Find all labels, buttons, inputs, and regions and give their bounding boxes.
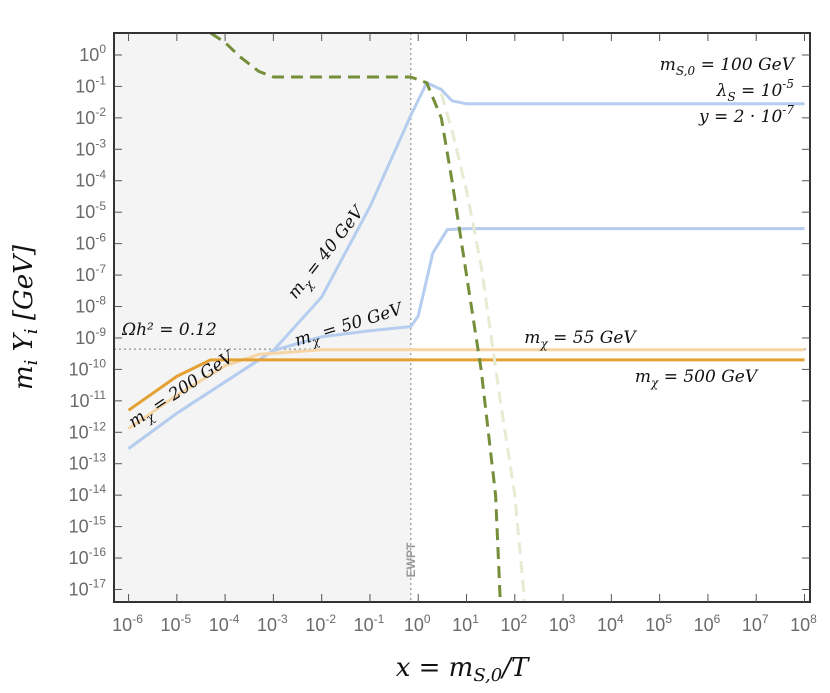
plot-frame <box>113 32 811 603</box>
y-tick-label: 10-4 <box>75 168 106 191</box>
x-axis-title: x = mS,0/T <box>396 653 530 686</box>
x-tick-label: 108 <box>790 612 817 635</box>
parameter-label-1: mS,0 = 100 GeV <box>660 55 796 78</box>
y-tick-label: 100 <box>79 42 106 65</box>
x-tick-label: 102 <box>500 612 527 635</box>
omega-label: Ωh² = 0.12 <box>121 320 217 340</box>
y-tick-label: 10-5 <box>75 199 106 222</box>
y-tick-label: 10-15 <box>69 514 107 537</box>
y-tick-label: 10-11 <box>70 388 107 411</box>
label-m500: mχ = 500 GeV <box>635 367 759 390</box>
x-tick-label: 107 <box>742 612 769 635</box>
x-tick-label: 105 <box>645 612 672 635</box>
y-tick-label: 10-10 <box>69 356 107 379</box>
series-line-5 <box>209 33 502 602</box>
y-tick-label: 10-17 <box>69 576 107 599</box>
series-line-6 <box>439 92 527 602</box>
parameter-label-3: y = 2 · 10-7 <box>698 103 794 127</box>
x-tick-label: 104 <box>597 612 624 635</box>
x-tick-label: 10-3 <box>257 612 288 635</box>
series-line-2 <box>127 227 805 450</box>
ewpt-label: EWPT <box>404 542 418 577</box>
y-tick-label: 10-14 <box>69 482 107 505</box>
x-tick-label: 103 <box>549 612 576 635</box>
y-axis-title: mi Yi [GeV] <box>9 244 42 390</box>
parameter-label-2: λS = 10-5 <box>716 77 794 104</box>
x-tick-label: 10-5 <box>160 612 191 635</box>
y-tick-label: 10-8 <box>75 294 106 317</box>
x-tick-label: 10-4 <box>209 612 240 635</box>
y-tick-label: 10-16 <box>69 545 107 568</box>
y-tick-label: 10-1 <box>75 73 106 96</box>
x-tick-label: 10-6 <box>112 612 143 635</box>
y-tick-label: 10-2 <box>75 105 106 128</box>
x-tick-label: 100 <box>404 612 431 635</box>
y-tick-label: 10-9 <box>75 325 106 348</box>
y-tick-label: 10-7 <box>75 262 106 285</box>
ewpt-shaded-region <box>114 33 411 602</box>
x-tick-label: 101 <box>452 612 479 635</box>
y-tick-label: 10-6 <box>75 231 106 254</box>
label-m55: mχ = 55 GeV <box>524 328 637 351</box>
y-tick-label: 10-12 <box>69 419 107 442</box>
x-tick-label: 10-1 <box>354 612 385 635</box>
y-tick-label: 10-13 <box>69 451 107 474</box>
x-tick-label: 10-2 <box>305 612 336 635</box>
x-tick-label: 106 <box>694 612 721 635</box>
y-tick-label: 10-3 <box>75 136 106 159</box>
series-line-4 <box>127 358 805 412</box>
